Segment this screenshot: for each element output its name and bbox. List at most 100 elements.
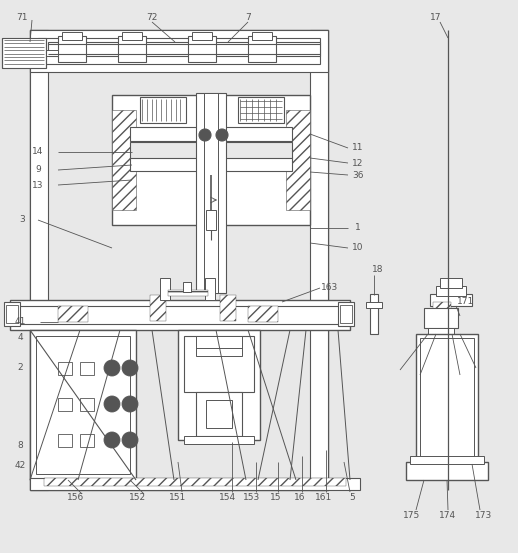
Bar bbox=[252, 32, 272, 40]
Bar bbox=[168, 290, 208, 296]
Bar bbox=[238, 97, 284, 123]
Bar bbox=[130, 142, 292, 158]
Bar bbox=[58, 398, 72, 411]
Text: 3: 3 bbox=[19, 216, 25, 225]
Bar bbox=[430, 294, 472, 306]
Bar bbox=[80, 398, 94, 411]
Bar bbox=[188, 36, 216, 62]
Text: 4: 4 bbox=[17, 333, 23, 342]
Bar bbox=[206, 210, 216, 230]
Bar bbox=[196, 392, 242, 436]
Bar bbox=[436, 286, 466, 296]
Bar bbox=[6, 305, 18, 323]
Text: 154: 154 bbox=[220, 493, 237, 503]
Text: 18: 18 bbox=[372, 265, 384, 274]
Bar bbox=[416, 334, 478, 464]
Bar bbox=[58, 36, 86, 62]
Bar bbox=[30, 330, 136, 480]
Bar bbox=[58, 306, 88, 322]
Bar bbox=[122, 32, 142, 40]
Bar bbox=[196, 336, 242, 356]
Circle shape bbox=[104, 360, 120, 376]
Bar bbox=[36, 336, 130, 474]
Bar bbox=[204, 93, 218, 293]
Text: 1: 1 bbox=[355, 223, 361, 232]
Text: 2: 2 bbox=[17, 363, 23, 373]
Bar bbox=[30, 30, 328, 490]
Bar bbox=[410, 456, 484, 464]
Bar bbox=[130, 127, 292, 141]
Circle shape bbox=[122, 396, 138, 412]
Bar bbox=[38, 38, 320, 64]
Text: 10: 10 bbox=[352, 243, 364, 253]
Bar bbox=[112, 95, 310, 225]
Text: 171: 171 bbox=[457, 298, 474, 306]
Bar bbox=[340, 305, 352, 323]
Bar bbox=[184, 336, 254, 392]
Text: 153: 153 bbox=[243, 493, 261, 503]
Bar bbox=[30, 30, 48, 490]
Bar bbox=[370, 294, 378, 334]
Bar bbox=[160, 278, 170, 300]
Bar bbox=[46, 50, 58, 56]
Bar bbox=[196, 93, 226, 293]
Bar bbox=[118, 36, 146, 62]
Bar bbox=[18, 306, 342, 324]
Text: 72: 72 bbox=[146, 13, 157, 22]
Bar bbox=[433, 302, 451, 324]
Text: 36: 36 bbox=[352, 170, 364, 180]
Bar bbox=[10, 300, 350, 330]
Text: 42: 42 bbox=[15, 462, 25, 471]
Circle shape bbox=[104, 396, 120, 412]
Bar bbox=[338, 302, 354, 326]
Bar bbox=[183, 282, 191, 292]
Text: 11: 11 bbox=[352, 143, 364, 153]
Bar bbox=[4, 302, 20, 326]
Text: 5: 5 bbox=[349, 493, 355, 503]
Circle shape bbox=[216, 129, 228, 141]
Text: 16: 16 bbox=[294, 493, 306, 503]
Text: 9: 9 bbox=[35, 165, 41, 175]
Bar bbox=[184, 436, 254, 444]
Circle shape bbox=[122, 432, 138, 448]
Bar bbox=[178, 330, 260, 440]
Bar bbox=[192, 32, 212, 40]
Bar bbox=[150, 295, 166, 321]
Text: 175: 175 bbox=[404, 512, 421, 520]
Bar bbox=[428, 328, 454, 334]
Bar bbox=[366, 302, 382, 308]
Text: 41: 41 bbox=[15, 317, 26, 326]
Text: 161: 161 bbox=[315, 493, 333, 503]
Text: 14: 14 bbox=[32, 148, 44, 156]
Bar bbox=[30, 30, 328, 72]
Bar bbox=[286, 110, 310, 210]
Text: 13: 13 bbox=[32, 180, 44, 190]
Bar bbox=[58, 362, 72, 375]
Bar bbox=[205, 278, 215, 300]
Text: 15: 15 bbox=[270, 493, 282, 503]
Text: 12: 12 bbox=[352, 159, 364, 168]
Text: 174: 174 bbox=[439, 512, 456, 520]
Bar bbox=[140, 97, 186, 123]
Text: 163: 163 bbox=[321, 284, 339, 293]
Bar bbox=[48, 42, 320, 56]
Bar bbox=[80, 434, 94, 447]
Bar bbox=[310, 30, 328, 490]
Bar bbox=[62, 32, 82, 40]
Bar bbox=[30, 478, 360, 490]
Text: 71: 71 bbox=[16, 13, 28, 22]
Bar bbox=[220, 295, 236, 321]
Bar bbox=[58, 434, 72, 447]
Text: 8: 8 bbox=[17, 441, 23, 451]
Text: 17: 17 bbox=[430, 13, 442, 22]
Bar bbox=[424, 308, 458, 328]
Bar bbox=[130, 157, 292, 171]
Bar bbox=[248, 306, 278, 322]
Text: 7: 7 bbox=[245, 13, 251, 22]
Bar bbox=[440, 278, 462, 288]
Bar bbox=[80, 362, 94, 375]
Circle shape bbox=[199, 129, 211, 141]
Bar bbox=[44, 478, 346, 486]
Text: 151: 151 bbox=[169, 493, 186, 503]
Bar bbox=[206, 400, 232, 428]
